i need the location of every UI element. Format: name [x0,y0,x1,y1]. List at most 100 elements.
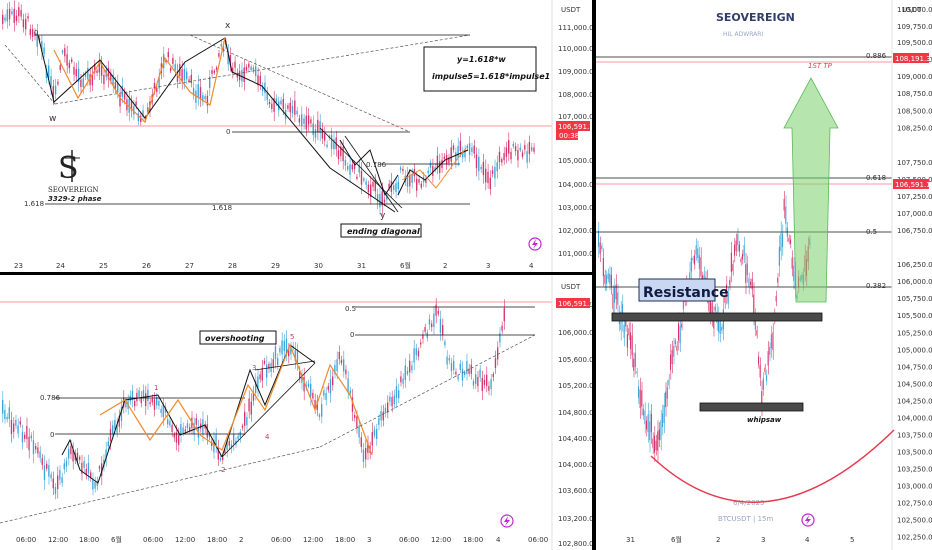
candle-body [501,159,503,163]
resistance-zone [611,312,823,322]
candle-body [443,156,445,159]
candle-body [301,374,303,383]
candle-body [402,378,404,384]
candle-body [461,368,464,381]
watermark-date: 6/4/2025 [733,499,764,507]
candle-body [307,383,310,387]
candle-body [272,359,274,368]
candle-body [342,146,344,162]
y-tick-label: 105,000.00 [558,157,592,165]
candle-body [15,15,18,22]
x-tick-label: 5 [850,536,854,544]
candle-body [248,63,250,68]
chart-panel-right[interactable]: SEOVEREIGN HIL ADWRARI 6/4/2025 BTCUSDT … [596,0,932,550]
candle-body [195,418,197,425]
y-tick-label: 104,000.00 [897,414,932,422]
diagonal-wave-line [339,139,399,197]
candle-body [26,426,28,440]
chart-panel-15m[interactable]: USDT 106,400.00106,000.00105,600.00105,2… [0,275,592,550]
candle-body [28,436,30,451]
candle-body [751,278,753,290]
candle-body [488,386,490,391]
candle-body [85,469,87,476]
x-tick-label: 18:00 [335,536,355,544]
lightning-icon[interactable] [801,513,815,527]
y-tick-label: 108,500.00 [897,107,932,115]
candle-body [101,463,103,477]
candle-body [37,447,39,454]
candle-body [17,425,19,434]
candle-body [110,73,112,81]
chart-canvas-bottom-left[interactable]: USDT 106,400.00106,000.00105,600.00105,2… [0,275,592,550]
fib-0-label: 0 [226,128,230,136]
candle-body [261,86,264,92]
candle-body [130,101,133,111]
candle-body [112,425,114,434]
candle-body [785,206,787,224]
candle-body [129,395,131,402]
chart-canvas-right[interactable]: SEOVEREIGN HIL ADWRARI 6/4/2025 BTCUSDT … [596,0,932,550]
candle-body [45,70,48,78]
y-tick-label: 111,000.00 [558,24,592,32]
candle-body [277,358,279,365]
chart-canvas-top-left[interactable]: USDT 111,000.00 110,000.00 109,000.00 108,0… [0,0,592,272]
candle-body [455,152,457,162]
candle-body [498,151,501,162]
candle-body [425,179,427,183]
candle-body [4,17,6,21]
candle-body [468,143,471,155]
fib-0618-label: 0.618 [866,174,886,182]
candle-body [107,441,109,447]
candle-body [365,181,367,185]
candle-body [528,141,531,155]
fib-0786-label: 0.786 [40,394,61,402]
candle-body [103,74,105,85]
candle-body [261,367,263,381]
x-tick-label: 12:00 [175,536,195,544]
y-tick-label: 105,600.00 [558,356,592,364]
candle-body [27,16,29,19]
candle-body [183,68,186,81]
candle-body [128,98,130,113]
candle-body [436,155,439,168]
candle-body [345,369,347,375]
candle-body [290,346,292,355]
candle-body [151,398,153,403]
panel-divider-vertical [592,0,596,550]
chart-panel-daily[interactable]: USDT 111,000.00 110,000.00 109,000.00 108,0… [0,0,592,272]
candle-body [57,81,59,85]
candle-body [700,257,702,277]
candle-body [468,368,470,374]
candle-body [237,435,239,440]
candle-body [409,360,411,373]
candle-body [393,185,395,190]
candle-body [172,57,174,65]
y-tick-label: 103,000.00 [558,204,592,212]
candle-body [206,424,208,438]
candle-body [362,449,365,462]
candle-body [71,59,73,63]
y-tick-label: 109,000.00 [897,73,932,81]
lightning-icon[interactable] [500,514,514,528]
candle-body [217,447,219,460]
candle-body [710,301,711,317]
tp-price-tag: 108,191.33 [895,55,932,63]
candle-body [8,407,10,419]
y-tick-label: 103,500.00 [897,448,932,456]
candle-body [690,257,692,272]
candle-body [617,292,619,305]
candle-body [487,171,489,184]
candle-body [87,67,89,80]
x-tick-label: 06:00 [399,536,419,544]
candle-body [732,264,734,272]
candle-body [494,166,496,179]
candle-body [503,152,505,161]
candle-body [480,167,482,170]
candle-body [215,434,217,447]
ending-diagonal-box [340,223,422,238]
candle-body [519,147,521,151]
candle-body [406,370,409,375]
tp-label: 1ST TP [808,62,833,70]
lightning-icon[interactable] [528,237,542,251]
candle-body [356,176,358,179]
